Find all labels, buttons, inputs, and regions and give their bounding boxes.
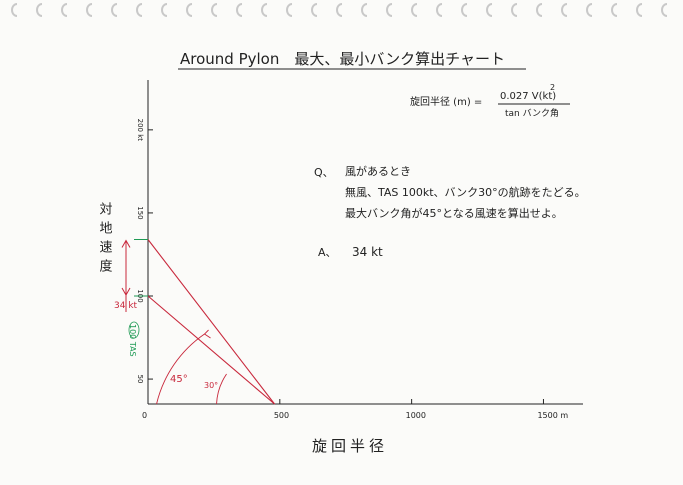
series-line	[147, 295, 275, 405]
binder-ring	[511, 3, 518, 17]
wind-arrowhead-down	[121, 287, 131, 297]
bank-formula: 旋回半径 (m) = 0.027 V(kt) 2 tan バンク角	[410, 83, 570, 119]
formula-exponent: 2	[550, 83, 555, 92]
chart-axes	[147, 80, 583, 405]
binder-ring	[661, 3, 668, 17]
tas-marker-label: 100 TAS	[128, 324, 137, 357]
answer-value: 34 kt	[352, 245, 383, 259]
question-label: Q、	[314, 166, 334, 179]
binder-ring	[11, 3, 18, 17]
binder-ring	[211, 3, 218, 17]
binder-ring	[36, 3, 43, 17]
angle-label-30: 30°	[204, 381, 218, 390]
binder-ring	[261, 3, 268, 17]
wind-arrowhead-up	[121, 239, 131, 248]
binder-ring	[636, 3, 643, 17]
formula-denominator: tan バンク角	[505, 107, 559, 119]
angle-label-45: 45°	[170, 374, 188, 385]
series-line	[147, 239, 275, 405]
x-tick-label: 1500 m	[537, 411, 568, 420]
chart-annotations: 100 TAS 34 kt 45° 30°	[114, 239, 227, 405]
answer-label: A、	[318, 246, 337, 259]
x-tick-label: 1000	[406, 411, 426, 420]
x-axis-label: 旋回半径	[312, 437, 388, 455]
binder-ring	[136, 3, 143, 17]
binder-ring	[86, 3, 93, 17]
angle-arc-45-arrowhead	[203, 329, 211, 339]
answer-block: A、 34 kt	[318, 245, 383, 259]
binder-ring	[286, 3, 293, 17]
angle-arc-30	[216, 373, 227, 405]
binder-ring	[486, 3, 493, 17]
binder-ring	[311, 3, 318, 17]
binder-ring	[461, 3, 468, 17]
y-tick-label: 50	[136, 375, 144, 384]
binder-ring	[386, 3, 393, 17]
y-tick-label: 150	[136, 206, 144, 219]
wind-speed-label: 34 kt	[114, 301, 138, 311]
binder-ring	[61, 3, 68, 17]
y-axis-label: 対地速度	[97, 202, 113, 278]
binder-ring	[536, 3, 543, 17]
formula-lhs: 旋回半径 (m) =	[410, 95, 482, 108]
question-line: 最大バンク角が45°となる風速を算出せよ。	[345, 206, 563, 220]
angle-arc-45	[156, 333, 205, 405]
binder-ring	[161, 3, 168, 17]
binder-ring	[236, 3, 243, 17]
binder-ring	[411, 3, 418, 17]
binder-ring	[586, 3, 593, 17]
question-block: Q、 風があるとき 無風、TAS 100kt、バンク30°の航跡をたどる。 最大…	[314, 164, 586, 220]
tas-circle	[128, 321, 140, 339]
binder-ring	[361, 3, 368, 17]
binder-ring	[611, 3, 618, 17]
binder-ring	[336, 3, 343, 17]
chart-title: Around Pylon 最大、最小バンク算出チャート	[180, 50, 505, 68]
chart-series	[147, 239, 275, 405]
y-tick-label: 200 kt	[136, 119, 144, 142]
formula-numerator: 0.027 V(kt)	[500, 91, 556, 102]
x-tick-label: 0	[142, 411, 147, 420]
binder-rings	[11, 3, 668, 17]
question-line: 無風、TAS 100kt、バンク30°の航跡をたどる。	[345, 185, 586, 199]
question-line: 風があるとき	[345, 164, 411, 178]
binder-ring	[186, 3, 193, 17]
x-tick-label: 500	[274, 411, 289, 420]
binder-ring	[561, 3, 568, 17]
binder-ring	[436, 3, 443, 17]
binder-ring	[111, 3, 118, 17]
